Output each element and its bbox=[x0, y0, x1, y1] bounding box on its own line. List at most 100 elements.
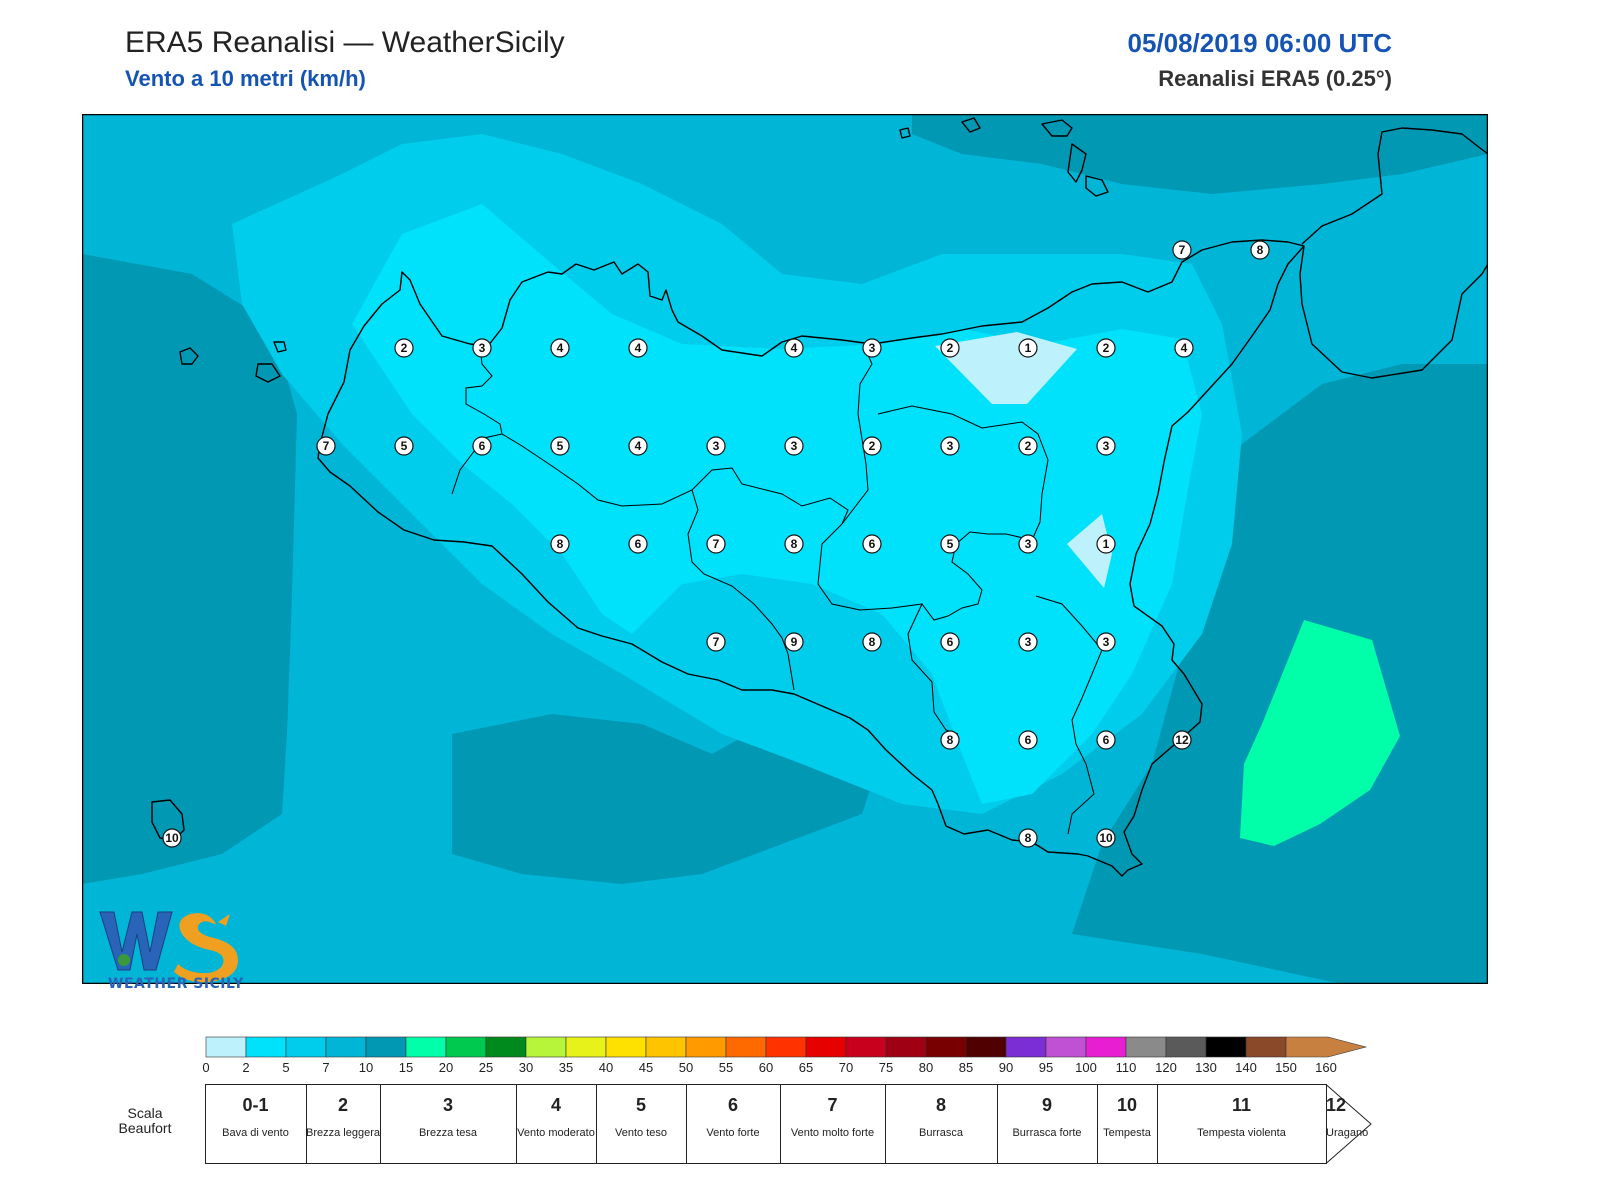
station-circle bbox=[784, 338, 804, 358]
colorbar-tick-label: 80 bbox=[918, 1060, 934, 1075]
colorbar-segment bbox=[1245, 1036, 1287, 1058]
calabria-coastline bbox=[1299, 127, 1488, 379]
station-marker: 3 bbox=[862, 338, 882, 358]
station-circle bbox=[706, 632, 726, 652]
station-wind-value: 3 bbox=[479, 341, 486, 355]
province-boundary-ct-en bbox=[817, 523, 959, 735]
station-marker: 3 bbox=[1096, 436, 1116, 456]
station-circle bbox=[316, 436, 336, 456]
station-marker: 3 bbox=[940, 436, 960, 456]
beaufort-description: Vento teso bbox=[615, 1127, 667, 1139]
colorbar-segment bbox=[965, 1036, 1007, 1058]
beaufort-number: 5 bbox=[635, 1095, 646, 1115]
station-wind-value: 4 bbox=[635, 341, 642, 355]
station-marker: 1 bbox=[1018, 338, 1038, 358]
station-marker: 5 bbox=[940, 534, 960, 554]
station-wind-value: 9 bbox=[791, 635, 798, 649]
colorbar-tick-label: 60 bbox=[758, 1060, 774, 1075]
colorbar-segment bbox=[1125, 1036, 1167, 1058]
station-wind-value: 1 bbox=[1103, 537, 1110, 551]
station-marker: 1 bbox=[1096, 534, 1116, 554]
station-wind-value: 8 bbox=[1025, 831, 1032, 845]
station-circle bbox=[784, 436, 804, 456]
station-circle bbox=[1018, 436, 1038, 456]
station-marker: 6 bbox=[940, 632, 960, 652]
station-circle bbox=[940, 632, 960, 652]
colorbar-segment bbox=[525, 1036, 567, 1058]
station-circle bbox=[394, 338, 414, 358]
beaufort-description: Vento forte bbox=[706, 1127, 760, 1139]
province-boundary-me bbox=[877, 405, 1049, 621]
colorbar-tick-label: 160 bbox=[1315, 1060, 1337, 1075]
station-wind-value: 3 bbox=[1025, 537, 1032, 551]
station-wind-value: 2 bbox=[947, 341, 954, 355]
station-wind-value: 6 bbox=[635, 537, 642, 551]
logo-wordmark: WEATHER SICILY bbox=[108, 976, 244, 992]
beaufort-class: 4 Vento moderato bbox=[516, 1084, 596, 1162]
beaufort-description: Vento molto forte bbox=[790, 1127, 875, 1139]
station-wind-value: 8 bbox=[557, 537, 564, 551]
station-wind-value: 8 bbox=[1257, 243, 1264, 257]
station-marker: 10 bbox=[162, 828, 182, 848]
station-wind-value: 3 bbox=[1025, 635, 1032, 649]
station-marker: 8 bbox=[784, 534, 804, 554]
colorbar-tick-label: 75 bbox=[878, 1060, 894, 1075]
egadi-island-2 bbox=[255, 363, 281, 383]
station-wind-value: 3 bbox=[713, 439, 720, 453]
station-circle bbox=[862, 534, 882, 554]
station-circle bbox=[394, 436, 414, 456]
lipari-island-3 bbox=[1085, 175, 1109, 197]
station-wind-value: 6 bbox=[1103, 733, 1110, 747]
station-marker: 7 bbox=[316, 436, 336, 456]
beaufort-scale-label: Scala Beaufort bbox=[118, 1105, 172, 1136]
station-marker: 4 bbox=[1174, 338, 1194, 358]
beaufort-class: 3 Brezza tesa bbox=[380, 1084, 516, 1162]
colorbar-tick-label: 10 bbox=[358, 1060, 374, 1075]
station-wind-value: 4 bbox=[791, 341, 798, 355]
station-wind-value: 1 bbox=[1025, 341, 1032, 355]
colorbar-tick-label: 15 bbox=[398, 1060, 414, 1075]
station-wind-value: 3 bbox=[947, 439, 954, 453]
beaufort-description: Bava di vento bbox=[222, 1127, 289, 1139]
colorbar-segment bbox=[1205, 1036, 1247, 1058]
colorbar-segment bbox=[565, 1036, 607, 1058]
beaufort-number: 6 bbox=[727, 1095, 738, 1115]
station-marker: 2 bbox=[394, 338, 414, 358]
station-marker: 2 bbox=[1096, 338, 1116, 358]
colorbar-tick-label: 25 bbox=[478, 1060, 494, 1075]
station-circle bbox=[472, 338, 492, 358]
beaufort-number: 4 bbox=[550, 1095, 561, 1115]
colorbar-tick-label: 7 bbox=[322, 1060, 330, 1075]
station-marker: 12 bbox=[1172, 730, 1192, 750]
station-circle bbox=[1096, 436, 1116, 456]
beaufort-class: 8 Burrasca bbox=[885, 1084, 997, 1162]
beaufort-number: 8 bbox=[935, 1095, 946, 1115]
colorbar-tick-label: 5 bbox=[282, 1060, 290, 1075]
station-wind-value: 8 bbox=[791, 537, 798, 551]
station-circle bbox=[628, 436, 648, 456]
station-marker: 2 bbox=[862, 436, 882, 456]
station-marker: 8 bbox=[940, 730, 960, 750]
station-circle bbox=[550, 436, 570, 456]
station-marker: 7 bbox=[706, 534, 726, 554]
station-circle bbox=[706, 534, 726, 554]
station-circle bbox=[628, 338, 648, 358]
colorbar-tick-label: 50 bbox=[678, 1060, 694, 1075]
station-wind-value: 3 bbox=[791, 439, 798, 453]
station-marker: 3 bbox=[706, 436, 726, 456]
station-marker: 7 bbox=[1172, 240, 1192, 260]
station-wind-value: 3 bbox=[1103, 439, 1110, 453]
station-wind-value: 4 bbox=[557, 341, 564, 355]
colorbar-segment bbox=[325, 1036, 367, 1058]
station-marker: 8 bbox=[550, 534, 570, 554]
colorbar-segment bbox=[725, 1036, 767, 1058]
colorbar-tick-label: 35 bbox=[558, 1060, 574, 1075]
beaufort-description: Brezza tesa bbox=[418, 1127, 478, 1139]
colorbar-extension bbox=[1285, 1036, 1368, 1058]
colorbar-segment bbox=[885, 1036, 927, 1058]
station-marker: 6 bbox=[862, 534, 882, 554]
station-circle bbox=[1174, 338, 1194, 358]
wind-zone-west bbox=[82, 254, 297, 884]
station-circle bbox=[940, 338, 960, 358]
station-circle bbox=[862, 338, 882, 358]
